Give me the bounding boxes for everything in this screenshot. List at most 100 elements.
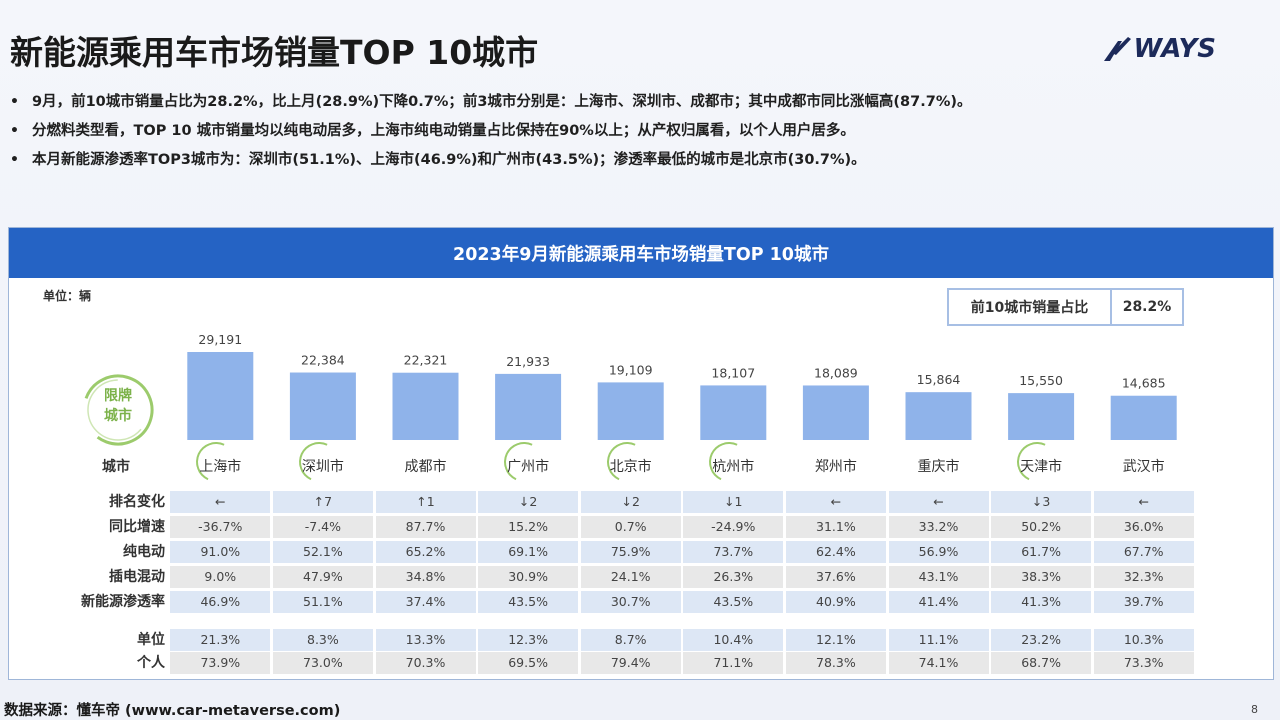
restricted-city-label: 限牌 城市	[80, 386, 156, 426]
table-cell: -24.9%	[683, 516, 784, 538]
top10-share-box: 前10城市销量占比 28.2%	[947, 288, 1184, 326]
table-cell: 10.4%	[683, 629, 784, 651]
table-cell: 24.1%	[580, 566, 681, 588]
table-cell: ←	[1093, 491, 1194, 513]
table-cell: 51.1%	[272, 591, 373, 613]
bullet-text: 本月新能源渗透率TOP3城市为：深圳市(51.1%)、上海市(46.9%)和广州…	[32, 152, 866, 168]
table-row: 新能源渗透率 46.9% 51.1% 37.4% 43.5% 30.7% 43.5% 40.9…	[9, 590, 1275, 614]
bullet-dot-icon: •	[10, 94, 19, 110]
bullet-dot-icon: •	[10, 123, 19, 139]
table-cell: 52.1%	[272, 541, 373, 563]
table-cell: 41.4%	[888, 591, 989, 613]
bar-value-label: 19,109	[609, 362, 653, 377]
table-cell: 71.1%	[683, 652, 784, 674]
table-cell: 34.8%	[375, 566, 476, 588]
bar-北京市	[597, 382, 664, 440]
bullet-text: 分燃料类型看，TOP 10 城市销量均以纯电动居多，上海市纯电动销量占比保持在9…	[32, 123, 855, 139]
page-title: 新能源乘用车市场销量TOP 10城市	[10, 33, 539, 72]
city-row: 城市 上海市 深圳市 成都市 广州市 北京市 杭州市 郑州市 重庆市 天津市 武汉市	[9, 436, 1275, 488]
bar-成都市	[392, 372, 459, 440]
table-cell: 43.1%	[888, 566, 989, 588]
table-cell: 78.3%	[785, 652, 886, 674]
table-cell: ↓2	[478, 491, 579, 513]
page-number: 8	[1251, 703, 1258, 716]
table-cell: 67.7%	[1093, 541, 1194, 563]
table-cell: 50.2%	[991, 516, 1092, 538]
table-cell: 43.5%	[683, 591, 784, 613]
bar-value-label: 29,191	[198, 332, 242, 347]
bar-value-label: 21,933	[506, 354, 550, 369]
bar-value-label: 18,089	[814, 365, 858, 380]
panel-header: 2023年9月新能源乘用车市场销量TOP 10城市	[9, 228, 1273, 278]
bullet-item: • 分燃料类型看，TOP 10 城市销量均以纯电动居多，上海市纯电动销量占比保持在…	[10, 121, 1270, 150]
table-cell: 26.3%	[683, 566, 784, 588]
city-name-label: 北京市	[609, 459, 652, 475]
table-cell: 31.1%	[785, 516, 886, 538]
table-cell: 47.9%	[272, 566, 373, 588]
bar-value-label: 15,864	[917, 372, 961, 387]
table-cell: 74.1%	[888, 652, 989, 674]
table-cell: 40.9%	[785, 591, 886, 613]
table-cell: ↑7	[272, 491, 373, 513]
bar-value-label: 22,321	[404, 353, 448, 368]
table-cell: 32.3%	[1093, 566, 1194, 588]
table-cell: ←	[888, 491, 989, 513]
city-name-label: 杭州市	[712, 459, 755, 475]
table-row: 插电混动 9.0% 47.9% 34.8% 30.9% 24.1% 26.3% 37.6% 43…	[9, 565, 1275, 589]
ways-logo-icon	[1103, 37, 1131, 61]
data-source: 数据来源：懂车帝 (www.car-metaverse.com)	[4, 703, 341, 719]
table-cell: 30.9%	[478, 566, 579, 588]
table-row-label: 单位	[137, 632, 165, 648]
table-cell: 15.2%	[478, 516, 579, 538]
table-cell: ←	[785, 491, 886, 513]
bullet-item: • 9月，前10城市销量占比为28.2%，比上月(28.9%)下降0.7%；前3城…	[10, 92, 1270, 121]
table-row-label: 排名变化	[109, 494, 165, 510]
table-cell: ↓1	[683, 491, 784, 513]
table-cell: -7.4%	[272, 516, 373, 538]
city-name-label: 郑州市	[814, 459, 857, 475]
table-cell: ↓2	[580, 491, 681, 513]
restricted-city-label-line: 城市	[104, 408, 132, 424]
ways-logo: WAYS	[1102, 34, 1216, 64]
top10-share-label: 前10城市销量占比	[949, 290, 1112, 324]
top10-share-value: 28.2%	[1122, 299, 1172, 315]
bar-value-label: 14,685	[1122, 376, 1166, 391]
bar-上海市	[187, 352, 254, 440]
table-row-label: 纯电动	[123, 544, 165, 560]
table-cell: 73.3%	[1093, 652, 1194, 674]
table-cell: 36.0%	[1093, 516, 1194, 538]
table-row: 个人 73.9% 73.0% 70.3% 69.5% 79.4% 71.1% 78.3% 74.…	[9, 651, 1275, 675]
table-cell: 56.9%	[888, 541, 989, 563]
table-row-label: 新能源渗透率	[81, 594, 165, 610]
chart-panel: 2023年9月新能源乘用车市场销量TOP 10城市 单位：辆 前10城市销量占比…	[8, 227, 1274, 680]
bar-value-label: 18,107	[711, 365, 755, 380]
table-cell: 79.4%	[580, 652, 681, 674]
table-cell: 70.3%	[375, 652, 476, 674]
restricted-city-label-line: 限牌	[104, 388, 132, 404]
table-cell: 73.9%	[170, 652, 271, 674]
table-cell: 75.9%	[580, 541, 681, 563]
city-name-label: 深圳市	[301, 459, 344, 475]
table-cell: 13.3%	[375, 629, 476, 651]
city-name-label: 武汉市	[1122, 459, 1165, 475]
unit-label: 单位：辆	[43, 289, 92, 303]
table-row: 纯电动 91.0% 52.1% 65.2% 69.1% 75.9% 73.7% 62.4% 56…	[9, 540, 1275, 564]
table-cell: 12.3%	[478, 629, 579, 651]
sales-bar-chart: 29,191 22,384 22,321 21,933 19,109 18,107 18,0…	[187, 332, 1177, 440]
bar-value-label: 22,384	[301, 353, 345, 368]
table-cell: 43.5%	[478, 591, 579, 613]
table-row: 排名变化 ← ↑7 ↑1 ↓2 ↓2 ↓1 ← ← ↓3 ←	[9, 490, 1275, 514]
table-cell: 23.2%	[991, 629, 1092, 651]
city-row-label: 城市	[102, 459, 130, 475]
table-cell: 33.2%	[888, 516, 989, 538]
table-cell: 87.7%	[375, 516, 476, 538]
bar-杭州市	[700, 385, 767, 440]
restricted-city-ring-icon	[82, 374, 154, 446]
table-cell: 68.7%	[991, 652, 1092, 674]
table-row-label: 同比增速	[109, 519, 165, 535]
table-cell: 11.1%	[888, 629, 989, 651]
city-name-label: 天津市	[1020, 459, 1063, 475]
table-cell: 21.3%	[170, 629, 271, 651]
bar-深圳市	[289, 372, 356, 440]
table-cell: 65.2%	[375, 541, 476, 563]
